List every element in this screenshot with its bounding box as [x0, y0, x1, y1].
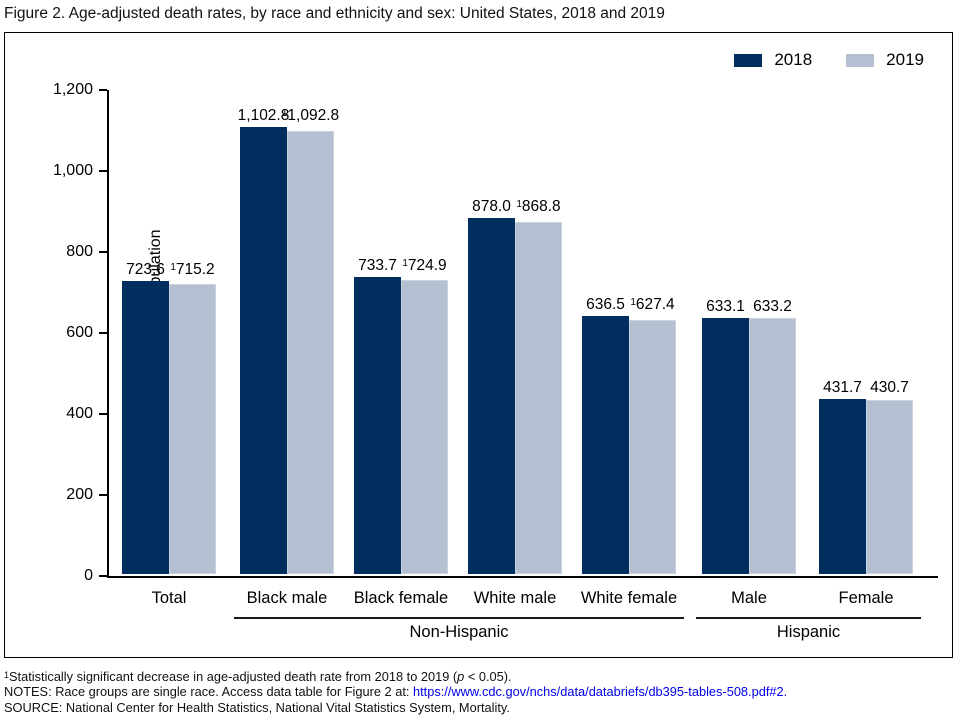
category-label-black-male: Black male — [246, 589, 328, 607]
y-tick — [99, 332, 107, 334]
bar-2019-black-male — [287, 131, 334, 574]
category-label-total: Total — [151, 589, 187, 607]
y-tick — [99, 494, 107, 496]
value-label-2018-white-female: 636.5 — [586, 296, 625, 314]
legend-label-2019: 2019 — [886, 50, 924, 69]
bar-2019-total — [169, 284, 216, 574]
category-label-white-female: White female — [580, 589, 678, 607]
y-tick-label: 600 — [66, 324, 93, 341]
footnote-notes: NOTES: Race groups are single race. Acce… — [4, 684, 788, 700]
category-label-white-male: White male — [473, 589, 557, 607]
category-label-black-female: Black female — [353, 589, 449, 607]
y-tick-label: 400 — [66, 405, 93, 422]
category-label-male: Male — [731, 589, 767, 607]
bar-2018-black-male — [240, 127, 287, 574]
legend-label-2018: 2018 — [774, 50, 813, 69]
y-tick — [99, 251, 107, 253]
bar-2018-white-female — [582, 316, 629, 574]
bar-2019-female — [866, 399, 913, 574]
footnote-sup: 1 — [4, 670, 10, 680]
footnotes: 1Statistically significant decrease in a… — [4, 668, 787, 715]
bar-2018-white-male — [468, 218, 515, 574]
value-label-2019-female: 430.7 — [870, 379, 909, 397]
value-label-2019-male: 633.2 — [753, 297, 792, 315]
figure-box: 2018 2019 Deaths per 100,000 U.S. standa… — [4, 32, 953, 658]
y-tick — [99, 413, 107, 415]
y-axis-line — [107, 90, 109, 578]
legend-swatch-2018 — [734, 53, 763, 67]
value-label-2019-total: 1715.2 — [170, 260, 215, 278]
y-tick — [99, 89, 107, 91]
value-label-2018-female: 431.7 — [823, 379, 862, 397]
value-label-2018-white-male: 878.0 — [472, 198, 511, 216]
value-label-2019-black-female: 1724.9 — [402, 256, 447, 274]
footnote-significance: 1Statistically significant decrease in a… — [4, 669, 512, 684]
group-label-non-hispanic: Non-Hispanic — [409, 623, 509, 641]
value-label-2019-white-male: 1868.8 — [516, 198, 561, 216]
value-label-2018-total: 723.6 — [126, 260, 165, 278]
value-label-2018-black-male: 1,102.8 — [237, 107, 290, 125]
chart-title: Figure 2. Age-adjusted death rates, by r… — [4, 5, 665, 22]
y-tick-label: 200 — [66, 486, 93, 503]
x-axis-line — [107, 576, 938, 578]
data-table-link[interactable]: https://www.cdc.gov/nchs/data/databriefs… — [413, 684, 788, 700]
value-label-2019-black-male: 11,092.8 — [281, 107, 340, 125]
bar-2018-total — [122, 280, 169, 574]
group-label-hispanic: Hispanic — [776, 623, 841, 641]
bar-2019-white-female — [629, 319, 676, 574]
y-tick-label: 1,200 — [52, 81, 93, 98]
bar-2019-male — [749, 317, 796, 574]
value-label-2018-male: 633.1 — [706, 297, 745, 315]
footnote-p-italic: p — [457, 669, 465, 684]
value-label-2018-black-female: 733.7 — [358, 256, 397, 274]
group-underline-hispanic — [696, 617, 921, 619]
category-label-female: Female — [838, 589, 894, 607]
bar-2019-black-female — [401, 280, 448, 574]
y-tick — [99, 575, 107, 577]
bar-2018-female — [819, 399, 866, 574]
legend: 2018 2019 — [734, 50, 924, 70]
y-tick — [99, 170, 107, 172]
bar-2018-black-female — [354, 276, 401, 574]
y-tick-label: 800 — [66, 243, 93, 260]
plot-area: Deaths per 100,000 U.S. standard populat… — [53, 82, 938, 641]
y-tick-label: 1,000 — [52, 162, 93, 179]
value-label-2019-white-female: 1627.4 — [630, 296, 675, 314]
bar-2018-male — [702, 317, 749, 574]
group-underline-non-hispanic — [234, 617, 684, 619]
footnote-source: SOURCE: National Center for Health Stati… — [4, 699, 510, 715]
y-tick-label: 0 — [84, 567, 93, 584]
legend-swatch-2019 — [846, 53, 875, 67]
bar-2019-white-male — [515, 222, 562, 574]
